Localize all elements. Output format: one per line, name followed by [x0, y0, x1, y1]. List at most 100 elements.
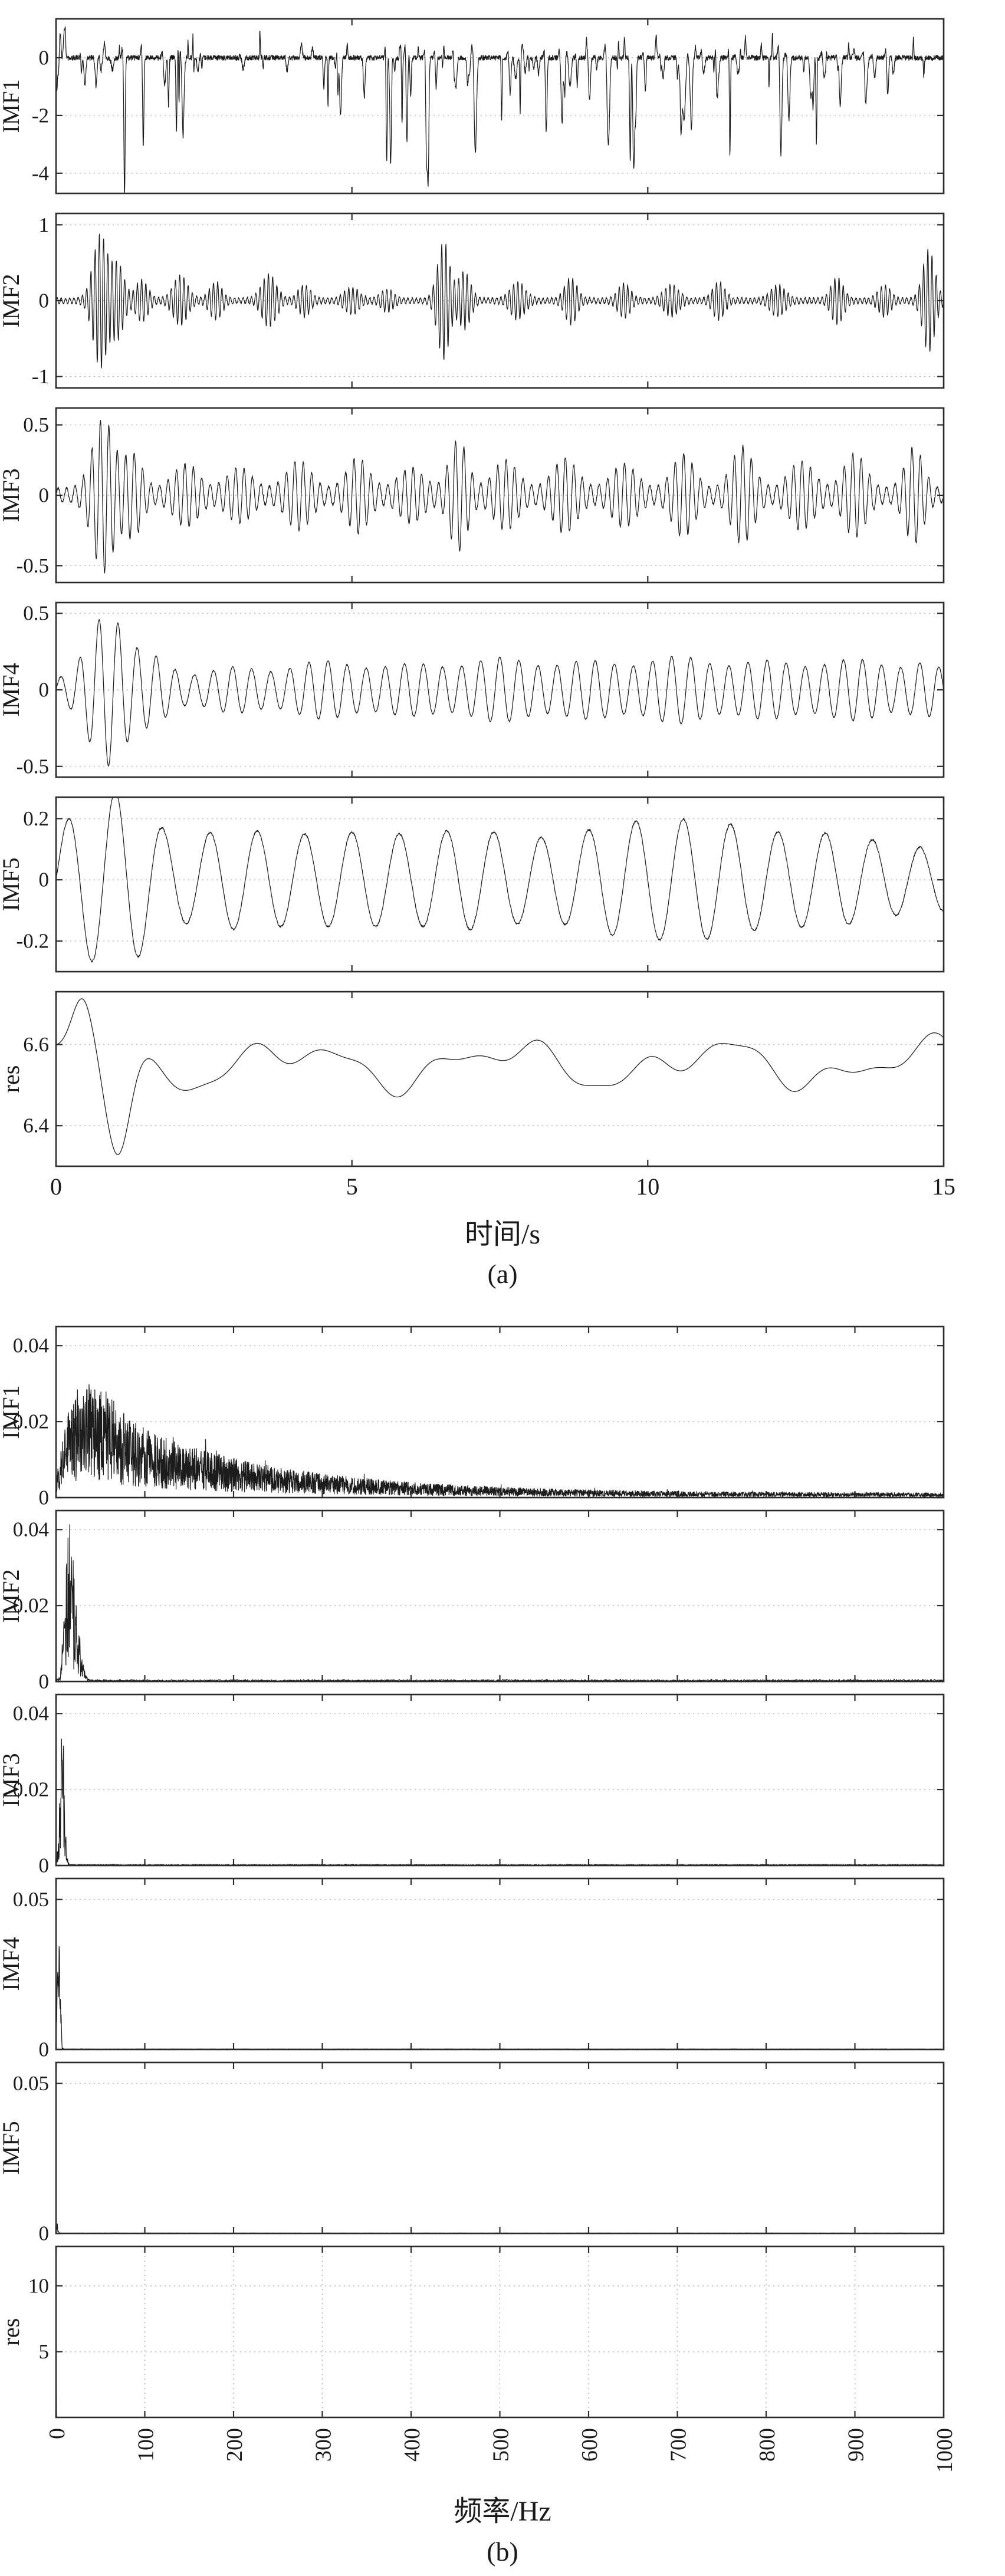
y-axis-label: res	[0, 2318, 24, 2346]
subplot-b-imf2: 0.04 0.02 0 IMF2	[0, 1505, 1005, 1689]
subplot-svg: 0 -2 -4 IMF1	[0, 18, 945, 195]
plot-border	[55, 1510, 945, 1683]
y-tick-label: 0	[39, 289, 50, 312]
subplot-b-imf1: 0.04 0.02 0 IMF1	[0, 1321, 1005, 1505]
subplot-b-res: 10 5 res 0 100 200 300 400 500 600 700 800 900 1000	[0, 2241, 1005, 2491]
subplot-svg: 0.2 0 -0.2 IMF5	[0, 796, 945, 973]
caption-b: (b)	[487, 2536, 518, 2567]
x-axis-title-b: 频率/Hz	[454, 2496, 551, 2528]
series-trace-panel_a-IMF2	[56, 233, 944, 369]
y-axis-label: IMF3	[0, 468, 24, 522]
y-axis-label: IMF3	[0, 1753, 24, 1807]
x-tick-label: 400	[400, 2428, 425, 2462]
y-axis-label: IMF2	[0, 274, 24, 327]
y-tick-label: 0	[39, 47, 50, 70]
y-tick-label: 0.5	[23, 602, 49, 625]
plot-border	[55, 2062, 945, 2235]
series-trace-panel_a-IMF3	[56, 420, 944, 574]
series-trace-panel_a-IMF5	[56, 797, 944, 963]
y-tick-label: 0.04	[13, 1518, 49, 1541]
series-trace-panel_b-IMF4	[56, 1946, 944, 2050]
subplot-svg: 0.04 0.02 0 IMF1	[0, 1326, 945, 1505]
subplot-a-imf3: 0.5 0 -0.5 IMF3	[0, 399, 1005, 593]
subplot-a-imf1: 0 -2 -4 IMF1	[0, 9, 1005, 204]
subplot-svg: 0.5 0 -0.5 IMF3	[0, 407, 945, 584]
series-trace-panel_a-IMF1	[56, 26, 944, 193]
plot-border	[55, 1878, 945, 2051]
y-axis-label: IMF4	[0, 1937, 24, 1991]
y-tick-label: -2	[32, 104, 49, 127]
plot-border	[55, 796, 945, 973]
y-tick-label: -0.2	[17, 930, 49, 953]
y-tick-label: 0	[39, 2222, 50, 2241]
x-tick-label: 0	[45, 2428, 70, 2439]
subplot-a-res: 6.6 6.4 res 0 5 10 15	[0, 982, 1005, 1213]
subplot-svg: 0.04 0.02 0 IMF2	[0, 1510, 945, 1689]
y-tick-label: 6.6	[23, 1033, 49, 1056]
plot-border	[55, 18, 945, 195]
y-tick-label: 0	[39, 1854, 50, 1873]
y-axis-label: IMF4	[0, 663, 24, 716]
x-tick-label: 15	[932, 1173, 955, 1200]
subplot-svg: 1 0 -1 IMF2	[0, 212, 945, 389]
subplot-svg: 6.6 6.4 res 0 5 10 15	[0, 991, 955, 1200]
y-tick-label: 0	[39, 484, 50, 507]
panel-a: 0 -2 -4 IMF1 1 0 -1 IMF2 0.5 0 -0.5 IMF3 0.5 0 -0.5…	[0, 9, 1005, 1290]
plot-border	[55, 1694, 945, 1867]
subplot-b-imf5: 0.05 0 IMF5	[0, 2057, 1005, 2241]
y-tick-label: 0	[39, 868, 50, 891]
plot-border	[55, 991, 945, 1167]
y-tick-label: 0.2	[23, 807, 49, 830]
y-tick-label: 0	[39, 1486, 50, 1505]
y-tick-label: 5	[39, 2340, 50, 2363]
subplot-svg: 0.5 0 -0.5 IMF4	[0, 601, 945, 778]
y-tick-label: 0	[39, 1670, 50, 1689]
y-tick-label: -4	[32, 162, 49, 185]
x-tick-label: 600	[577, 2428, 602, 2462]
panel-b: 0.04 0.02 0 IMF1 0.04 0.02 0 IMF2 0.04 0.02 0 IMF…	[0, 1321, 1005, 2567]
subplot-svg: 10 5 res 0 100 200 300 400 500 600 700 800 900 1000	[0, 2246, 957, 2473]
y-tick-label: -0.5	[17, 755, 49, 778]
y-tick-label: 0	[39, 679, 50, 702]
series-trace-panel_b-IMF1	[56, 1384, 944, 1498]
x-tick-label: 300	[311, 2428, 336, 2462]
y-tick-label: 6.4	[23, 1114, 49, 1137]
x-tick-label: 200	[222, 2428, 247, 2462]
y-tick-label: 0.05	[13, 2072, 49, 2095]
x-tick-label: 1000	[932, 2428, 957, 2473]
y-tick-label: 0.04	[13, 1702, 49, 1725]
subplot-a-imf2: 1 0 -1 IMF2	[0, 204, 1005, 399]
x-axis-title-a: 时间/s	[464, 1219, 541, 1250]
y-tick-label: 0	[39, 2038, 50, 2057]
y-tick-label: 0.02	[13, 1778, 49, 1801]
y-tick-label: 0.05	[13, 1888, 49, 1911]
x-tick-label: 10	[636, 1173, 659, 1200]
series-trace-panel_b-IMF3	[56, 1739, 944, 1866]
y-axis-label: res	[0, 1065, 24, 1093]
subplot-b-imf4: 0.05 0 IMF4	[0, 1873, 1005, 2057]
y-axis-label: IMF1	[0, 79, 24, 133]
caption-a: (a)	[487, 1259, 518, 1289]
x-tick-label: 700	[666, 2428, 691, 2462]
x-tick-label: 0	[50, 1173, 62, 1200]
y-axis-label: IMF5	[0, 2121, 24, 2175]
subplot-svg: 0.04 0.02 0 IMF3	[0, 1694, 945, 1873]
y-tick-label: 0.02	[13, 1594, 49, 1617]
y-tick-label: 0.5	[23, 413, 49, 436]
subplot-a-imf5: 0.2 0 -0.2 IMF5	[0, 788, 1005, 982]
x-tick-label: 100	[134, 2428, 159, 2462]
series-trace-panel_a-res	[56, 998, 944, 1155]
series-trace-panel_a-IMF4	[56, 619, 944, 766]
subplot-svg: 0.05 0 IMF4	[0, 1878, 945, 2057]
x-tick-label: 800	[755, 2428, 780, 2462]
x-tick-label: 900	[844, 2428, 869, 2462]
y-tick-label: -0.5	[17, 554, 49, 577]
y-tick-label: 0.04	[13, 1334, 49, 1357]
subplot-a-imf4: 0.5 0 -0.5 IMF4	[0, 593, 1005, 788]
y-tick-label: 1	[39, 213, 50, 236]
y-axis-label: IMF5	[0, 857, 24, 911]
y-axis-label: IMF1	[0, 1386, 24, 1439]
y-tick-label: 0.02	[13, 1410, 49, 1433]
series-trace-panel_b-IMF2	[56, 1524, 944, 1682]
